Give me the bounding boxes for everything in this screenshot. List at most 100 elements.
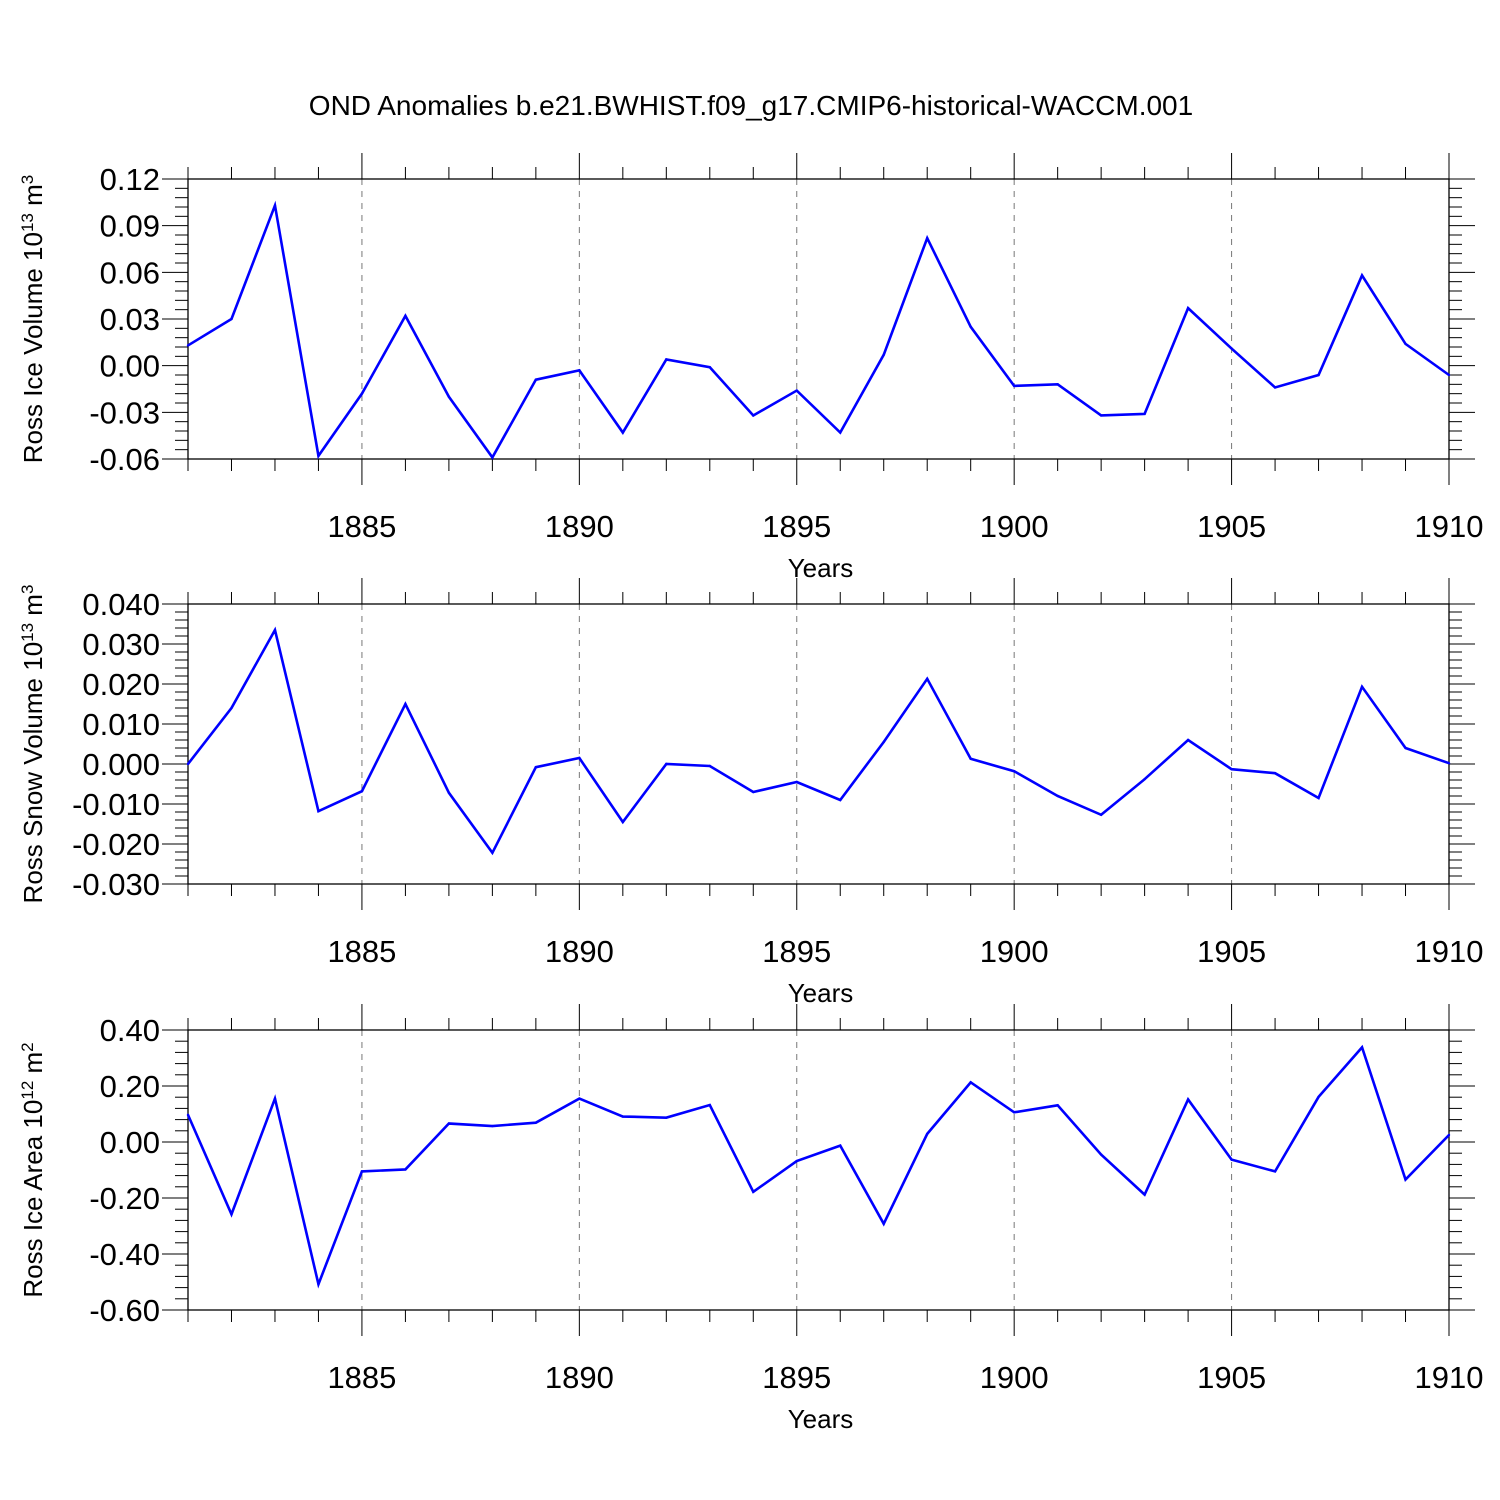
x-tick-label: 1885 [327, 509, 396, 544]
data-point [1317, 1095, 1320, 1099]
series-line [186, 1044, 1450, 1289]
data-point [1317, 796, 1320, 800]
y-tick-label: 0.030 [82, 627, 160, 662]
x-tick-label: 1910 [1415, 934, 1484, 969]
data-point [752, 790, 755, 794]
data-point [969, 1081, 972, 1084]
data-point [1230, 347, 1233, 350]
data-point [1360, 685, 1364, 688]
data-point [317, 810, 320, 813]
data-point [1012, 384, 1016, 388]
data-point [1099, 1153, 1103, 1156]
data-point [926, 1132, 929, 1136]
x-tick-label: 1900 [980, 509, 1049, 544]
data-point [839, 1144, 842, 1147]
data-point [273, 204, 277, 207]
data-point [1404, 342, 1407, 346]
series-line [187, 200, 1450, 460]
x-axis-label: Years [788, 1404, 854, 1434]
y-tick-label: 0.03 [100, 302, 160, 337]
data-point [1447, 1133, 1451, 1137]
data-point [360, 392, 364, 395]
data-point [752, 1190, 755, 1194]
data-point [882, 740, 885, 744]
y-tick-label: -0.010 [72, 787, 160, 822]
y-tick-label: -0.03 [89, 395, 160, 430]
data-point [1230, 768, 1233, 771]
data-point [621, 1115, 625, 1118]
panel-ice-area: -0.60 -0.40 -0.20 0.00 0.20 0.40 1885 1890 1895 1… [18, 1004, 1484, 1434]
data-point [1186, 738, 1190, 742]
x-tick-label: 1910 [1415, 1360, 1484, 1395]
y-tick-label: 0.12 [100, 162, 160, 197]
data-point [447, 395, 451, 398]
data-point [534, 1121, 538, 1124]
data-point [1404, 1178, 1407, 1181]
y-axis-label: Ross Ice Area 1012 m2 [18, 1042, 48, 1297]
data-point [230, 317, 233, 321]
data-point [491, 851, 494, 854]
x-tick-label: 1895 [762, 1360, 831, 1395]
data-point [1447, 762, 1451, 765]
data-point [839, 798, 842, 802]
data-point [1012, 1111, 1016, 1114]
data-point [404, 702, 407, 706]
data-point [926, 677, 929, 680]
data-point [882, 353, 885, 356]
x-tick-label: 1890 [545, 1360, 614, 1395]
data-point [708, 764, 711, 768]
y-tick-label: -0.030 [72, 867, 160, 902]
y-tick-label: 0.06 [100, 255, 160, 290]
data-point [230, 706, 233, 710]
y-tick-label: 0.09 [100, 209, 160, 244]
data-point [1099, 813, 1103, 816]
data-point [534, 766, 538, 769]
y-tick-label: 0.40 [100, 1013, 160, 1048]
data-point [491, 456, 494, 459]
data-point [186, 1113, 190, 1117]
data-point [795, 780, 798, 784]
y-tick-label: -0.40 [89, 1237, 160, 1272]
figure-title: OND Anomalies b.e21.BWHIST.f09_g17.CMIP6… [309, 90, 1193, 121]
x-tick-label: 1905 [1197, 509, 1266, 544]
data-point [795, 389, 798, 392]
data-point [317, 1283, 320, 1286]
y-tick-label: 0.010 [82, 707, 160, 742]
panel-ice-volume: -0.06 -0.03 0.00 0.03 0.06 0.09 0.12 1885 1890 18… [18, 153, 1484, 583]
data-point [1012, 770, 1016, 773]
data-point [1447, 373, 1451, 377]
data-point [1360, 1046, 1364, 1049]
data-point [1143, 412, 1146, 416]
data-point [1143, 1193, 1146, 1196]
data-point [708, 1103, 711, 1107]
data-point [1317, 373, 1320, 377]
y-tick-label: -0.20 [89, 1181, 160, 1216]
data-point [839, 431, 842, 434]
data-point [665, 358, 668, 361]
plot-frame [187, 178, 1450, 460]
data-point [491, 1124, 494, 1128]
x-tick-label: 1890 [545, 509, 614, 544]
data-point [578, 756, 581, 760]
data-point [1230, 1158, 1233, 1161]
x-tick-label: 1895 [762, 509, 831, 544]
y-tick-label: 0.040 [82, 587, 160, 622]
y-tick-label: 0.20 [100, 1069, 160, 1104]
data-point [665, 1116, 668, 1119]
x-tick-label: 1910 [1415, 509, 1484, 544]
data-point [1056, 1104, 1059, 1107]
data-point [447, 1122, 451, 1125]
y-tick-label: -0.60 [89, 1293, 160, 1328]
data-point [230, 1213, 233, 1216]
data-point [1143, 778, 1146, 781]
data-point [273, 628, 277, 632]
y-tick-label: 0.00 [100, 1125, 160, 1160]
x-axis-label: Years [788, 553, 854, 583]
data-point [1056, 794, 1059, 798]
x-tick-label: 1900 [980, 934, 1049, 969]
data-point [969, 325, 972, 328]
y-tick-label: -0.020 [72, 827, 160, 862]
data-point [186, 344, 190, 347]
x-tick-label: 1905 [1197, 1360, 1266, 1395]
x-tick-label: 1885 [327, 934, 396, 969]
